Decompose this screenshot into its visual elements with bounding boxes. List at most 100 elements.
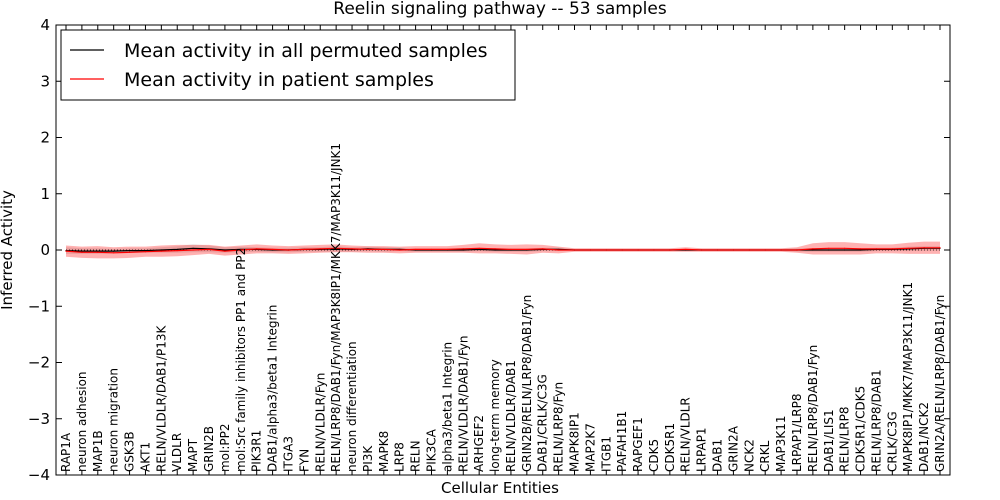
x-tick-label: CRKL (758, 440, 772, 472)
legend-label-permuted: Mean activity in all permuted samples (124, 40, 487, 62)
patient-point (65, 250, 67, 252)
patient-point (891, 248, 893, 250)
patient-point (113, 252, 115, 254)
patient-point (430, 248, 433, 251)
x-tick-label: MAP2K7 (583, 423, 597, 472)
patient-point (875, 248, 878, 250)
x-tick-label: RAPGEF1 (631, 417, 645, 472)
x-tick-label: RELN/VLDLR/DAB1/Fyn (456, 336, 470, 472)
patient-point (128, 251, 131, 253)
permuted-point (462, 249, 464, 251)
x-tick-label: MAP1B (91, 430, 105, 472)
x-tick-label: alpha3/beta1 Integrin (440, 342, 454, 472)
permuted-point (144, 249, 147, 252)
x-tick-label: RELN/LRP8/DAB1/Fyn/MAP3K8IP1/MKK7/MAP3K1… (329, 143, 343, 472)
legend-box (60, 29, 516, 101)
permuted-point (81, 250, 83, 252)
x-tick-label: DAB1/CRLK/C3G (536, 374, 550, 472)
patient-point (319, 248, 321, 250)
x-tick-label: FYN (297, 449, 311, 472)
patient-point (287, 249, 290, 251)
permuted-point (224, 249, 226, 251)
y-tick-label: 3 (40, 72, 50, 90)
x-tick-label: MAPK8IP1 (568, 412, 582, 472)
patient-point (796, 249, 798, 251)
permuted-point (828, 249, 830, 251)
patient-point (256, 248, 258, 250)
legend: Mean activity in all permuted samples Me… (60, 29, 516, 101)
patient-point (748, 249, 750, 251)
patient-point (685, 248, 687, 251)
patient-point (732, 249, 735, 251)
patient-point (669, 249, 671, 251)
y-tick-label: 0 (40, 241, 50, 259)
x-tick-label: neuron migration (107, 368, 121, 472)
y-tick-label: −2 (28, 354, 50, 372)
x-tick-label: long-term memory (488, 359, 502, 472)
patient-point (780, 249, 782, 251)
x-tick-label: CDK5R1/CDK5 (854, 386, 868, 472)
permuted-point (859, 249, 862, 251)
permuted-point (113, 250, 115, 252)
x-tick-label: CDK5R1 (663, 423, 677, 472)
series-lines (65, 247, 941, 254)
x-tick-label: RELN/VLDLR/Fyn (313, 373, 327, 472)
permuted-point (478, 248, 480, 251)
x-tick-label: MAPK8IP1/MKK7/MAP3K11/JNK1 (901, 282, 915, 472)
permuted-point (192, 247, 194, 249)
permuted-point (812, 249, 814, 251)
permuted-point (494, 249, 496, 251)
patient-point (415, 248, 417, 251)
patient-point (367, 248, 369, 251)
patient-point (335, 247, 337, 249)
y-tick-label: 2 (40, 129, 50, 147)
x-tick-label: AKT1 (138, 442, 152, 472)
x-tick-label: RELN/LRP8 (838, 406, 852, 472)
patient-point (828, 247, 830, 249)
patient-point (351, 248, 353, 250)
permuted-point (176, 248, 178, 251)
x-tick-label: LRP8 (393, 442, 407, 472)
patient-point (844, 247, 846, 249)
patient-point (224, 250, 226, 252)
x-tick-label: mol:PP2 (218, 423, 232, 472)
patient-point (510, 248, 512, 251)
x-tick-label: neuron adhesion (75, 371, 89, 472)
x-tick-label: DAB1/NCK2 (917, 402, 931, 472)
patient-point (716, 249, 719, 251)
x-tick-label: PI3K (361, 445, 375, 472)
x-tick-label: RELN/VLDLR/DAB1 (504, 360, 518, 472)
x-tick-label: PIK3CA (424, 428, 438, 472)
x-tick-label: GRIN2A/RELN/LRP8/DAB1/Fyn (933, 295, 947, 472)
x-tick-label: LRPAP1/LRP8 (790, 393, 804, 472)
patient-point (240, 249, 242, 251)
patient-point (97, 251, 99, 253)
x-tick-label: RAP1A (59, 432, 73, 472)
permuted-point (128, 249, 131, 252)
x-tick-label: GRIN2A (726, 425, 740, 472)
x-ticks (65, 25, 941, 475)
x-tick-label: ARHGEF2 (472, 415, 486, 472)
patient-point (81, 251, 83, 253)
y-axis: 4 3 2 1 0 −1 −2 −3 −4 (28, 16, 950, 484)
patient-point (764, 249, 766, 251)
patient-point (589, 249, 592, 251)
patient-point (399, 249, 401, 251)
x-tick-label: RELN/LRP8/Fyn (552, 382, 566, 472)
legend-label-patient: Mean activity in patient samples (124, 69, 434, 91)
x-tick-label: PIK3R1 (250, 430, 264, 472)
x-tick-label: MAP3K11 (774, 415, 788, 472)
y-axis-label: Inferred Activity (0, 190, 16, 310)
x-tick-label: GRIN2B/RELN/LRP8/DAB1/Fyn (520, 295, 534, 472)
x-tick-label: RELN/LRP8/DAB1/Fyn (806, 345, 820, 472)
x-tick-label: CRLK/C3G (885, 411, 899, 472)
patient-point (637, 249, 639, 251)
x-tick-label: GSK3B (123, 431, 137, 472)
x-tick-label: MAPT (186, 438, 200, 472)
x-tick-label: MAPK8 (377, 431, 391, 472)
x-tick-label: neuron differentiation (345, 341, 359, 472)
patient-point (558, 249, 560, 251)
x-tick-label: DAB1 (711, 439, 725, 472)
x-tick-label: LRPAP1 (695, 427, 709, 472)
patient-point (923, 247, 925, 249)
